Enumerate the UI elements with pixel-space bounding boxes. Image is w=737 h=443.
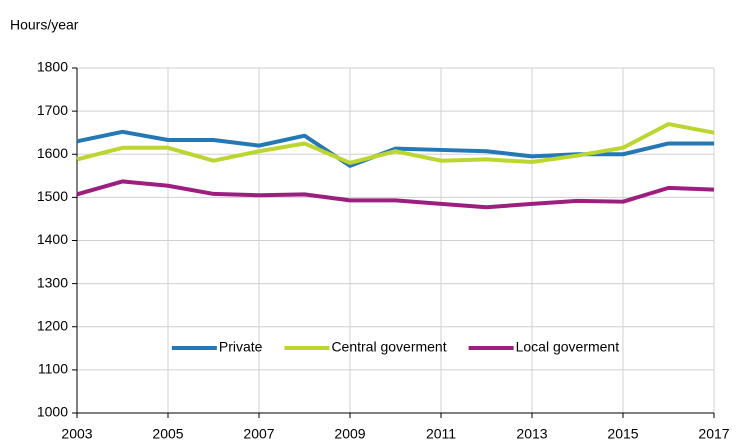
x-tick-label: 2017 [698,426,729,442]
y-tick-label: 1700 [37,102,68,118]
series-line [76,122,715,165]
y-tick-label: 1800 [37,59,68,75]
y-tick-label: 1600 [37,145,68,161]
x-tick-label: 2009 [334,426,365,442]
y-tick-label: 1500 [37,188,68,204]
series-line [76,129,714,168]
x-tick-label: 2005 [152,426,183,442]
y-axis-label: Hours/year [10,17,79,33]
y-tick-label: 1000 [37,404,68,420]
legend-label: Private [219,339,263,355]
y-tick-label: 1400 [37,231,68,247]
series-line [76,179,715,210]
x-tick-label: 2011 [426,426,456,442]
x-tick-label: 2003 [61,426,92,442]
legend-label: Local goverment [516,339,620,355]
y-tick-label: 1300 [37,274,68,290]
x-tick-label: 2013 [516,426,547,442]
x-tick-label: 2007 [243,426,274,442]
x-tick-label: 2015 [607,426,638,442]
y-tick-label: 1100 [38,361,68,377]
legend-label: Central goverment [331,339,446,355]
y-tick-label: 1200 [37,317,68,333]
